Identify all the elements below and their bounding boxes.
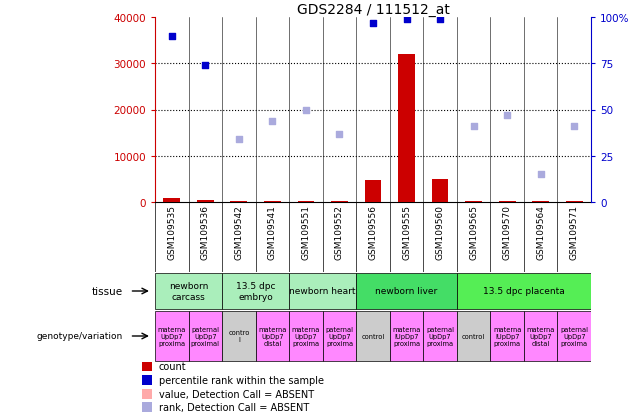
Text: count: count <box>159 361 186 371</box>
Bar <box>188 311 222 361</box>
Text: tissue: tissue <box>92 286 123 296</box>
Text: materna
lUpDp7
proxima: materna lUpDp7 proxima <box>493 326 522 346</box>
Bar <box>155 273 222 309</box>
Bar <box>356 273 457 309</box>
Text: materna
UpDp7
proxima: materna UpDp7 proxima <box>158 326 186 346</box>
Text: newborn
carcass: newborn carcass <box>169 282 208 301</box>
Text: materna
UpDp7
proxima: materna UpDp7 proxima <box>292 326 320 346</box>
Text: genotype/variation: genotype/variation <box>37 332 123 341</box>
Bar <box>289 273 356 309</box>
Text: GSM109552: GSM109552 <box>335 204 344 259</box>
Bar <box>289 311 322 361</box>
Text: value, Detection Call = ABSENT: value, Detection Call = ABSENT <box>159 389 314 399</box>
Text: GSM109570: GSM109570 <box>502 204 511 259</box>
Point <box>569 123 579 130</box>
Text: GSM109564: GSM109564 <box>536 204 545 259</box>
Point <box>167 33 177 40</box>
Point <box>234 136 244 143</box>
Bar <box>524 311 558 361</box>
Text: GSM109536: GSM109536 <box>201 204 210 259</box>
Text: GSM109555: GSM109555 <box>402 204 411 259</box>
Bar <box>142 389 152 399</box>
Point <box>401 17 411 23</box>
Text: GSM109551: GSM109551 <box>301 204 310 259</box>
Bar <box>356 311 390 361</box>
Text: 13.5 dpc
embryo: 13.5 dpc embryo <box>236 282 275 301</box>
Text: GSM109541: GSM109541 <box>268 204 277 259</box>
Bar <box>142 361 152 371</box>
Text: control: control <box>361 333 385 339</box>
Text: materna
lUpDp7
proxima: materna lUpDp7 proxima <box>392 326 421 346</box>
Text: GSM109560: GSM109560 <box>436 204 445 259</box>
Point <box>267 118 277 125</box>
Text: GSM109556: GSM109556 <box>368 204 378 259</box>
Bar <box>364 180 382 202</box>
Text: newborn heart: newborn heart <box>289 287 356 296</box>
Point <box>368 20 378 27</box>
Bar <box>222 273 289 309</box>
Bar <box>490 311 524 361</box>
Bar <box>424 311 457 361</box>
Bar <box>558 311 591 361</box>
Text: rank, Detection Call = ABSENT: rank, Detection Call = ABSENT <box>159 402 309 412</box>
Text: newborn liver: newborn liver <box>375 287 438 296</box>
Text: control: control <box>462 333 485 339</box>
Point <box>335 131 345 138</box>
Title: GDS2284 / 111512_at: GDS2284 / 111512_at <box>296 3 450 17</box>
Bar <box>322 311 356 361</box>
Text: GSM109571: GSM109571 <box>570 204 579 259</box>
Bar <box>457 273 591 309</box>
Text: GSM109565: GSM109565 <box>469 204 478 259</box>
Text: GSM109535: GSM109535 <box>167 204 176 259</box>
Bar <box>457 311 490 361</box>
Point <box>435 17 445 23</box>
Point <box>301 107 311 114</box>
Point <box>502 112 512 119</box>
Text: paternal
UpDp7
proxima: paternal UpDp7 proxima <box>426 326 454 346</box>
Point <box>536 171 546 178</box>
Bar <box>142 402 152 412</box>
Bar <box>197 201 214 202</box>
Bar <box>163 199 180 202</box>
Text: contro
l: contro l <box>228 330 249 343</box>
Text: paternal
UpDp7
proxima: paternal UpDp7 proxima <box>326 326 354 346</box>
Text: materna
UpDp7
distal: materna UpDp7 distal <box>527 326 555 346</box>
Text: paternal
UpDp7
proxima: paternal UpDp7 proxima <box>560 326 588 346</box>
Bar <box>222 311 256 361</box>
Text: paternal
UpDp7
proximal: paternal UpDp7 proximal <box>191 326 220 346</box>
Text: materna
UpDp7
distal: materna UpDp7 distal <box>258 326 287 346</box>
Bar <box>256 311 289 361</box>
Bar <box>398 55 415 202</box>
Point <box>469 123 479 130</box>
Bar <box>155 311 188 361</box>
Bar <box>390 311 424 361</box>
Text: 13.5 dpc placenta: 13.5 dpc placenta <box>483 287 565 296</box>
Bar <box>432 179 448 202</box>
Point <box>200 63 211 69</box>
Bar <box>142 375 152 385</box>
Text: percentile rank within the sample: percentile rank within the sample <box>159 375 324 385</box>
Text: GSM109542: GSM109542 <box>234 204 244 259</box>
